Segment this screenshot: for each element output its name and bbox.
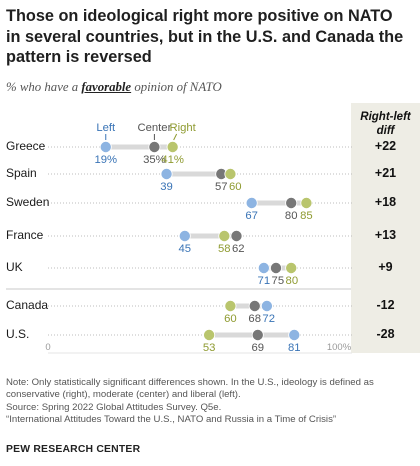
right-dot <box>203 328 216 341</box>
diff-header-line1: Right-left <box>360 111 411 123</box>
right-left-diff-value: +18 <box>374 195 397 209</box>
legend-left: Left <box>96 122 116 134</box>
source-line: Source: Spring 2022 Global Attitudes Sur… <box>6 401 222 413</box>
left-dot <box>245 196 258 209</box>
center-value-label: 57 <box>215 181 228 193</box>
left-dot <box>99 140 112 153</box>
diff-panel <box>351 103 420 353</box>
diff-header-line2: diff <box>376 124 395 137</box>
country-label: Sweden <box>6 195 50 209</box>
center-dot <box>269 261 282 274</box>
left-dot <box>288 328 301 341</box>
center-dot <box>230 229 243 242</box>
right-value-label: 60 <box>229 181 242 193</box>
right-dot <box>285 261 298 274</box>
right-left-diff-value: +9 <box>378 260 393 274</box>
left-dot <box>257 261 270 274</box>
left-value-label: 81 <box>288 342 301 354</box>
center-value-label: 75 <box>272 275 285 287</box>
left-dot <box>160 167 173 180</box>
center-value-label: 62 <box>232 243 245 255</box>
right-value-label: 58 <box>218 243 231 255</box>
left-dot <box>178 229 191 242</box>
country-label: Spain <box>6 166 37 180</box>
left-value-label: 39 <box>160 181 173 193</box>
source-organization: PEW RESEARCH CENTER <box>6 444 141 455</box>
chart-subtitle: % who have a favorable opinion of NATO <box>6 80 222 95</box>
x-tick-label: 0 <box>45 342 50 353</box>
subtitle-post: opinion of NATO <box>131 80 222 94</box>
right-left-diff-value: +13 <box>374 228 397 242</box>
right-value-label: 41% <box>161 154 184 166</box>
right-value-label: 53 <box>203 342 216 354</box>
country-label: Canada <box>6 298 49 312</box>
note-line: conservative (right), moderate (center) … <box>6 389 241 401</box>
center-dot <box>248 299 261 312</box>
legend-right: Right <box>169 122 196 134</box>
right-dot <box>166 140 179 153</box>
center-value-label: 69 <box>251 342 264 354</box>
right-dot <box>300 196 313 209</box>
left-value-label: 19% <box>94 154 117 166</box>
right-dot <box>218 229 231 242</box>
right-dot <box>224 167 237 180</box>
left-value-label: 67 <box>245 210 258 222</box>
x-tick-label: 100% <box>327 342 352 353</box>
legend-right-pointer <box>173 133 178 141</box>
center-dot <box>148 140 161 153</box>
center-dot <box>251 328 264 341</box>
center-value-label: 68 <box>248 313 261 325</box>
right-left-diff-value: +22 <box>374 139 397 153</box>
report-title-line: “International Attitudes Toward the U.S.… <box>6 414 337 426</box>
left-value-label: 71 <box>258 275 271 287</box>
left-dot <box>260 299 273 312</box>
right-left-diff-value: -12 <box>376 298 395 312</box>
notes: Note: Only statistically significant dif… <box>6 377 416 427</box>
legend-center: Center <box>137 122 171 134</box>
center-dot <box>285 196 298 209</box>
right-value-label: 60 <box>224 313 237 325</box>
right-left-diff-value: +21 <box>374 166 397 180</box>
subtitle-pre: % who have a <box>6 80 82 94</box>
right-value-label: 85 <box>300 210 313 222</box>
right-value-label: 80 <box>286 275 299 287</box>
left-value-label: 72 <box>262 313 275 325</box>
country-label: U.S. <box>6 327 30 341</box>
subtitle-emphasis: favorable <box>81 80 132 94</box>
country-label: Greece <box>6 139 46 153</box>
right-dot <box>224 299 237 312</box>
chart-title: Those on ideological right more positive… <box>6 7 404 66</box>
country-label: UK <box>6 260 23 274</box>
left-value-label: 45 <box>179 243 192 255</box>
center-value-label: 80 <box>285 210 298 222</box>
note-line: Note: Only statistically significant dif… <box>6 377 374 388</box>
country-label: France <box>6 228 44 242</box>
right-left-diff-value: -28 <box>376 327 395 341</box>
diff-header: Right-left diff <box>351 111 420 138</box>
center-value-label: 35% <box>143 154 166 166</box>
